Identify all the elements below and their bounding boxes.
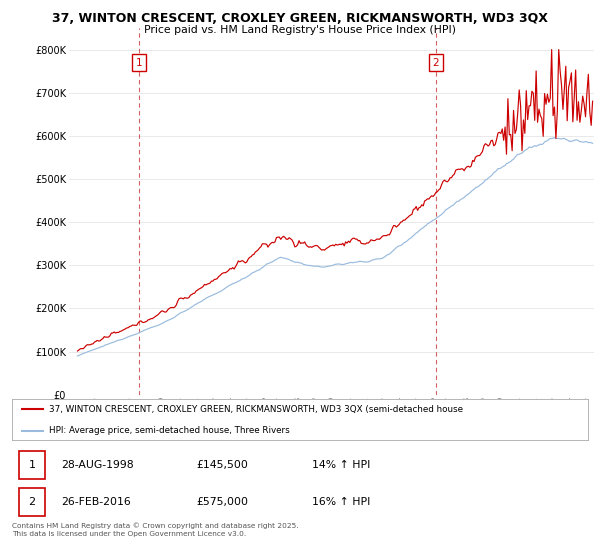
Text: £145,500: £145,500 bbox=[196, 460, 248, 470]
FancyBboxPatch shape bbox=[19, 488, 45, 516]
Text: Price paid vs. HM Land Registry's House Price Index (HPI): Price paid vs. HM Land Registry's House … bbox=[144, 25, 456, 35]
Text: HPI: Average price, semi-detached house, Three Rivers: HPI: Average price, semi-detached house,… bbox=[49, 426, 290, 435]
Text: 37, WINTON CRESCENT, CROXLEY GREEN, RICKMANSWORTH, WD3 3QX: 37, WINTON CRESCENT, CROXLEY GREEN, RICK… bbox=[52, 12, 548, 25]
Text: Contains HM Land Registry data © Crown copyright and database right 2025.
This d: Contains HM Land Registry data © Crown c… bbox=[12, 522, 299, 536]
Text: 14% ↑ HPI: 14% ↑ HPI bbox=[311, 460, 370, 470]
Text: £575,000: £575,000 bbox=[196, 497, 248, 507]
FancyBboxPatch shape bbox=[19, 451, 45, 479]
Text: 16% ↑ HPI: 16% ↑ HPI bbox=[311, 497, 370, 507]
Text: 1: 1 bbox=[136, 58, 143, 68]
Text: 28-AUG-1998: 28-AUG-1998 bbox=[61, 460, 134, 470]
Text: 26-FEB-2016: 26-FEB-2016 bbox=[61, 497, 131, 507]
Text: 2: 2 bbox=[433, 58, 439, 68]
Text: 1: 1 bbox=[28, 460, 35, 470]
Text: 37, WINTON CRESCENT, CROXLEY GREEN, RICKMANSWORTH, WD3 3QX (semi-detached house: 37, WINTON CRESCENT, CROXLEY GREEN, RICK… bbox=[49, 405, 463, 414]
Text: 2: 2 bbox=[28, 497, 35, 507]
